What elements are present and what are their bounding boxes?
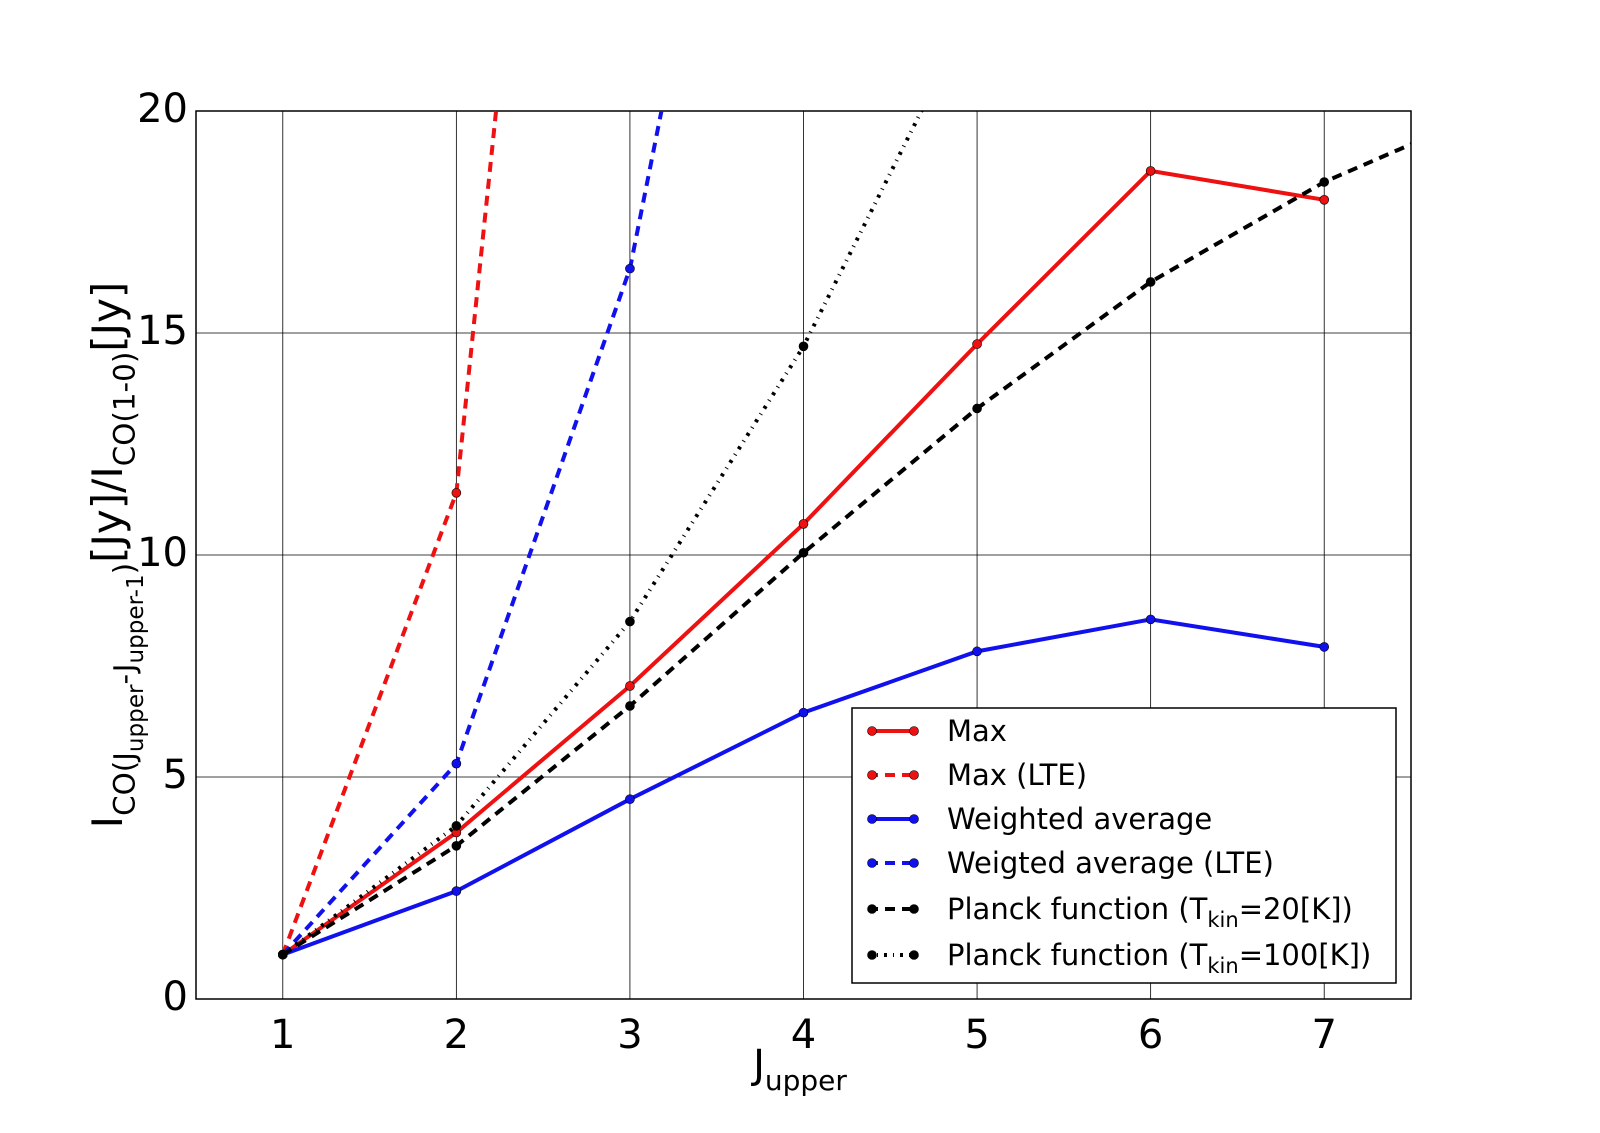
point-marker [625,681,635,691]
point-marker [625,701,635,711]
legend-marker [909,726,919,736]
x-tick-label: 6 [1138,1012,1163,1058]
text-part: ) [108,563,142,574]
y-tick-label: 20 [137,86,188,132]
point-marker [451,841,462,851]
series-line [281,142,1411,957]
legend-marker [867,814,877,824]
legend-label: Weighted average [947,802,1212,836]
point-marker [1319,177,1330,187]
series-line [281,111,924,957]
x-axis-label: Jupper [750,1042,847,1097]
point-marker [625,616,635,627]
y-tick-label: 10 [137,530,188,576]
plot-area [277,111,1411,960]
text-part: =20[K]) [1239,892,1353,926]
point-marker [972,646,982,657]
text-part: Max [947,714,1007,748]
point-marker [1319,642,1330,652]
text-part: Weigted average (LTE) [947,846,1274,880]
legend-marker [867,726,877,736]
text-part: Max (LTE) [947,758,1087,792]
text-part: CO(J [108,752,142,816]
text-part: -J [108,664,142,685]
x-tick-label: 7 [1311,1012,1336,1058]
point-marker [1145,166,1156,176]
point-marker [625,794,635,805]
text-part: I [83,816,132,828]
legend-label: Weigted average (LTE) [947,846,1274,880]
y-tick-label: 15 [137,308,188,354]
x-tick-label: 1 [270,1012,295,1058]
text-part: [Jy] [83,282,132,352]
legend-label: Max (LTE) [947,758,1087,792]
text-part: J [750,1042,765,1088]
text-part: kin [1207,908,1238,932]
legend-label: Planck function (Tkin=20[K]) [947,892,1353,932]
text-part: upper [123,684,149,752]
point-marker [1319,195,1330,205]
point-marker [451,821,462,831]
legend-marker [867,858,877,868]
point-marker [798,707,809,718]
text-part: upper-1 [123,574,149,663]
legend-marker [909,904,919,914]
x-tick-label: 4 [791,1012,816,1058]
text-part: kin [1207,954,1238,978]
text-part: CO(1-0) [108,352,142,467]
point-marker [451,886,462,896]
plot-frame [195,110,1412,1000]
point-marker [277,949,288,960]
text-part: upper [765,1064,848,1097]
point-marker [1145,277,1156,287]
point-marker [972,339,982,349]
point-marker [798,519,809,529]
point-marker [451,488,462,498]
text-part: Planck function (T [947,892,1208,926]
text-part: Weighted average [947,802,1212,836]
legend-marker [909,814,919,824]
legend-marker [909,950,919,960]
point-marker [625,263,635,274]
text-part: [Jy]/I [83,466,132,563]
legend-marker [909,770,919,780]
legend-marker [867,770,877,780]
legend-box [851,707,1397,984]
point-marker [798,341,809,352]
y-axis-label: ICO(Jupper-Jupper-1)[Jy]/ICO(1-0)[Jy] [83,282,149,829]
point-marker [451,758,462,769]
point-marker [1145,614,1156,625]
legend-marker [867,904,877,914]
x-tick-label: 3 [617,1012,642,1058]
legend-label: Planck function (Tkin=100[K]) [947,938,1371,978]
point-marker [798,547,809,558]
point-marker [972,403,982,414]
y-tick-label: 0 [163,974,188,1020]
text-part: =100[K]) [1239,938,1372,972]
x-tick-label: 2 [444,1012,469,1058]
text-part: Planck function (T [947,938,1208,972]
legend-marker [909,858,919,868]
legend-label: Max [947,714,1007,748]
legend-marker [867,950,877,960]
x-tick-label: 5 [964,1012,989,1058]
y-tick-label: 5 [163,752,188,798]
